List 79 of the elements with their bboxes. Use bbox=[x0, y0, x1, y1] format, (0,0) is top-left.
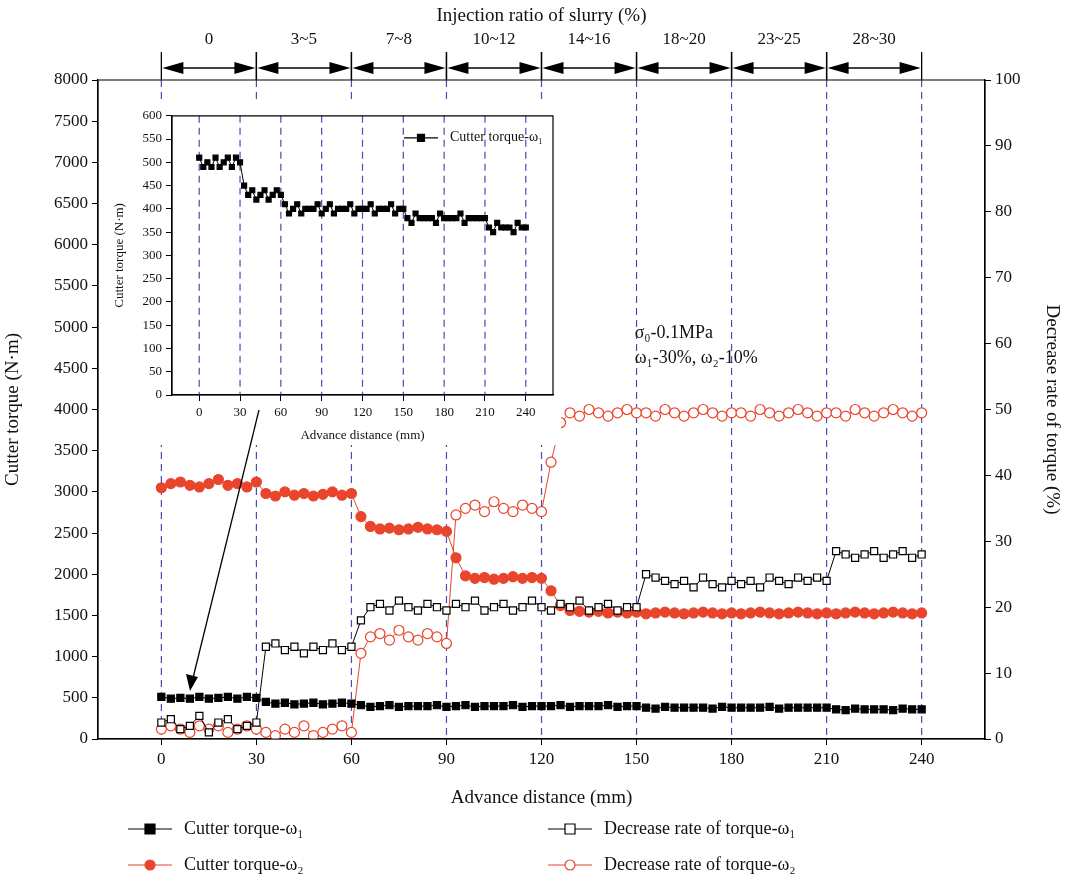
y2-tick-label: 10 bbox=[995, 662, 1012, 682]
y2-axis-title: Decrease rate of torque (%) bbox=[1041, 304, 1064, 515]
y-tick-label: 1000 bbox=[54, 646, 88, 666]
y-tick-label: 0 bbox=[155, 386, 162, 402]
y-tick-label: 250 bbox=[142, 270, 162, 286]
y-tick-label: 350 bbox=[142, 223, 162, 239]
y2-tick-label: 40 bbox=[995, 464, 1012, 484]
chart-title: Injection ratio of slurry (%) bbox=[436, 3, 647, 26]
y-tick-label: 300 bbox=[142, 246, 162, 262]
x-tick-label: 180 bbox=[434, 404, 454, 420]
y-tick-label: 7000 bbox=[54, 151, 88, 171]
x-tick-label: 120 bbox=[528, 748, 555, 768]
y-axis-title: Cutter torque (N·m) bbox=[1, 332, 24, 487]
y-tick-label: 2000 bbox=[54, 563, 88, 583]
y2-tick-label: 20 bbox=[995, 596, 1012, 616]
text: 18~20 bbox=[662, 28, 706, 48]
y-tick-label: 450 bbox=[142, 177, 162, 193]
x-tick-label: 210 bbox=[813, 748, 840, 768]
y-tick-label: 4500 bbox=[54, 357, 88, 377]
y2-tick-label: 50 bbox=[995, 398, 1012, 418]
text: 23~25 bbox=[757, 28, 801, 48]
y-tick-label: 2500 bbox=[54, 522, 88, 542]
text: 0 bbox=[204, 28, 214, 48]
y-tick-label: 6500 bbox=[54, 193, 88, 213]
y-tick-label: 550 bbox=[142, 130, 162, 146]
y2-tick-label: 0 bbox=[995, 728, 1004, 748]
x-tick-label: 30 bbox=[247, 748, 265, 768]
y-tick-label: 5500 bbox=[54, 275, 88, 295]
x-axis-title: Advance distance (mm) bbox=[300, 426, 425, 442]
legend-label: Decrease rate of torque-ω₂ bbox=[604, 853, 796, 874]
y2-tick-label: 100 bbox=[995, 69, 1021, 89]
legend-label: Decrease rate of torque-ω₁ bbox=[604, 817, 796, 838]
y-tick-label: 3000 bbox=[54, 481, 88, 501]
y2-tick-label: 30 bbox=[995, 530, 1012, 550]
y2-tick-label: 80 bbox=[995, 201, 1012, 221]
y-tick-label: 5000 bbox=[54, 316, 88, 336]
y-tick-label: 8000 bbox=[54, 69, 88, 89]
x-tick-label: 180 bbox=[718, 748, 745, 768]
y-tick-label: 600 bbox=[142, 107, 162, 123]
y-tick-label: 500 bbox=[62, 687, 88, 707]
x-tick-label: 240 bbox=[516, 404, 536, 420]
x-tick-label: 90 bbox=[437, 748, 455, 768]
x-tick-label: 0 bbox=[195, 404, 203, 420]
y-tick-label: 1500 bbox=[54, 604, 88, 624]
x-tick-label: 60 bbox=[342, 748, 360, 768]
text: 28~30 bbox=[852, 28, 896, 48]
y-tick-label: 6000 bbox=[54, 234, 88, 254]
x-tick-label: 90 bbox=[315, 404, 329, 420]
text: 3~5 bbox=[290, 28, 318, 48]
y-tick-label: 150 bbox=[142, 316, 162, 332]
y-tick-label: 4000 bbox=[54, 398, 88, 418]
y-tick-label: 50 bbox=[149, 363, 162, 379]
annotation: ω₁-30%, ω₂-10% bbox=[634, 346, 758, 367]
text: 10~12 bbox=[472, 28, 516, 48]
x-tick-label: 60 bbox=[274, 404, 288, 420]
y-tick-label: 3500 bbox=[54, 440, 88, 460]
x-tick-label: 240 bbox=[908, 748, 935, 768]
text: 14~16 bbox=[567, 28, 611, 48]
annotation: σ₀-0.1MPa bbox=[634, 322, 714, 343]
y-tick-label: 500 bbox=[142, 153, 162, 169]
x-tick-label: 120 bbox=[352, 404, 373, 420]
x-tick-label: 30 bbox=[233, 404, 247, 420]
x-tick-label: 150 bbox=[393, 404, 414, 420]
y2-tick-label: 60 bbox=[995, 333, 1012, 353]
y2-tick-label: 70 bbox=[995, 267, 1012, 287]
y-tick-label: 7500 bbox=[54, 110, 88, 130]
y2-tick-label: 90 bbox=[995, 135, 1012, 155]
y-tick-label: 0 bbox=[79, 728, 88, 748]
y-tick-label: 100 bbox=[142, 339, 162, 355]
legend-label: Cutter torque-ω₁ bbox=[184, 817, 304, 838]
x-axis-title: Advance distance (mm) bbox=[450, 785, 633, 808]
y-axis-title: Cutter torque (N·m) bbox=[111, 203, 127, 308]
text: 7~8 bbox=[385, 28, 413, 48]
legend-label: Cutter torque-ω₂ bbox=[184, 853, 304, 874]
y-tick-label: 200 bbox=[142, 293, 162, 309]
y-tick-label: 400 bbox=[142, 200, 162, 216]
x-tick-label: 150 bbox=[623, 748, 650, 768]
x-tick-label: 210 bbox=[475, 404, 495, 420]
legend-label: Cutter torque-ω₁ bbox=[449, 129, 544, 145]
